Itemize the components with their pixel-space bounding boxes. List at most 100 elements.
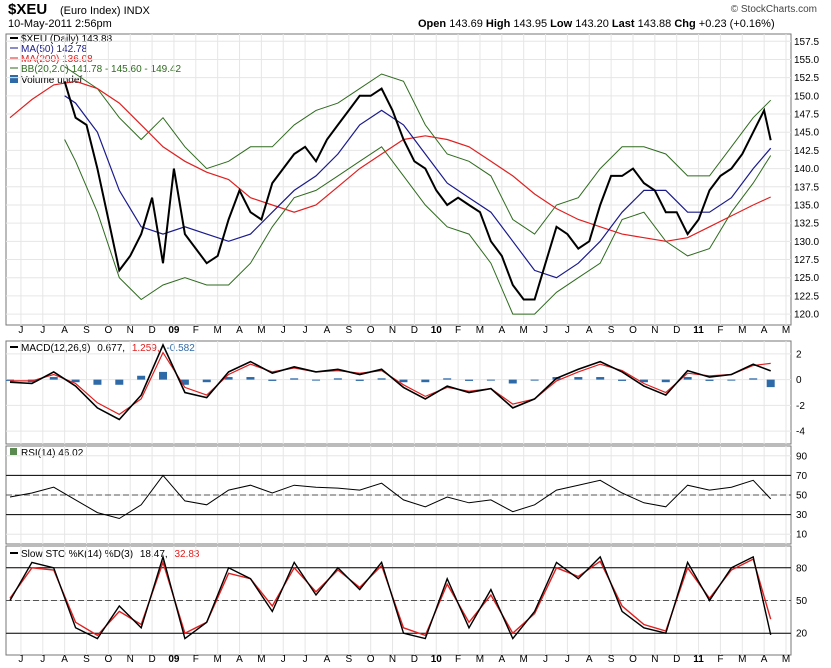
x-tick-label: M [257,325,265,336]
macd-histogram-bar [6,379,14,381]
macd-legend: MACD(12,26,9) 0.677, 1.259, -0.582 [10,343,195,354]
macd-histogram-bar [224,377,233,380]
macd-histogram-bar [71,379,80,383]
macd-histogram-bar [93,379,102,385]
svg-text:Slow STO %K(14) %D(3): Slow STO %K(14) %D(3) 18.47, 32.83 [21,549,200,560]
rsi-legend-text: RSI(14) 46.02 [21,448,84,459]
y-tick-label: 20 [796,629,808,640]
x-tick-label: A [236,325,243,336]
y-tick-label: 145.0 [794,128,819,139]
x-tick-label-bottom: O [629,654,637,665]
x-tick-label: J [40,325,45,336]
macd-histogram-bar [618,379,627,381]
symbol-title: $XEU [8,1,48,18]
x-tick-label: J [543,325,548,336]
macd-histogram-bar [766,379,775,388]
x-tick-label: N [389,325,396,336]
y-tick-label: 130.0 [794,237,819,248]
x-tick-label-bottom: 09 [168,654,180,665]
x-tick-label: 09 [168,325,180,336]
y-tick-label: 157.5 [794,37,819,48]
x-tick-label: F [455,325,461,336]
open-value: 143.69 [449,18,483,30]
x-tick-label-bottom: S [608,654,615,665]
y-tick-label: 2 [796,349,802,360]
price-panel [5,33,792,326]
x-tick-label-bottom: A [236,654,243,665]
macd-histogram-bar [137,375,146,380]
macd-histogram-bar [312,379,321,381]
y-tick-label: 155.0 [794,55,819,66]
x-tick-label: M [782,325,790,336]
x-tick-label: J [303,325,308,336]
high-value: 143.95 [513,18,548,30]
x-tick-label: A [761,325,768,336]
macd-histogram-bar [530,379,539,381]
legend-bb: BB(20,2.0) 141.78 - 145.60 - 149.42 [21,64,182,75]
y-tick-label: 125.0 [794,273,819,284]
x-tick-label-bottom: J [40,654,45,665]
y-tick-label: 135.0 [794,200,819,211]
x-tick-label-bottom: J [281,654,286,665]
y-tick-label: 80 [796,563,808,574]
x-tick-label-bottom: 11 [693,654,704,665]
x-tick-label-bottom: N [389,654,396,665]
y-tick-label: 120.0 [794,310,819,321]
macd-histogram-bar [465,379,474,381]
x-tick-label-bottom: O [104,654,112,665]
open-label: Open [418,18,447,30]
x-tick-label: 10 [431,325,443,336]
x-tick-label: 11 [693,325,704,336]
svg-text:MACD(12,26,9) 0.677,: MACD(12,26,9) 0.677, 1.259, -0.582 [21,343,195,354]
x-tick-label-bottom: D [673,654,680,665]
macd-histogram-bar [333,378,342,380]
x-tick-label-bottom: J [543,654,548,665]
y-tick-label: -2 [796,401,805,412]
rsi-line [9,474,772,520]
y-tick-label: 142.5 [794,146,819,157]
y-tick-label: 127.5 [794,255,819,266]
ma200-line [9,80,771,242]
bb-lower-line [64,139,772,315]
x-tick-label-bottom: S [345,654,352,665]
x-tick-label-bottom: F [455,654,461,665]
macd-histogram-bar [246,377,255,380]
x-tick-label: D [673,325,680,336]
legend-volume: Volume undef [21,75,82,86]
y-tick-label: 90 [796,451,808,462]
macd-histogram-bar [355,379,364,381]
macd-histogram-bar [705,379,714,381]
sto-legend-name: Slow STO %K(14) %D(3) [21,549,133,560]
x-tick-label-bottom: A [61,654,68,665]
macd-histogram-bar [377,378,386,380]
x-tick-label: M [520,325,528,336]
bb-upper-line [64,66,772,235]
symbol-description: (Euro Index) INDX [60,5,150,17]
x-tick-label: O [629,325,637,336]
x-tick-label: S [345,325,352,336]
macd-histogram-bar [749,378,758,380]
y-tick-label: 132.5 [794,219,819,230]
macd-histogram-bar [290,378,299,380]
x-tick-label-bottom: A [586,654,593,665]
x-tick-label: N [651,325,658,336]
x-tick-label: F [717,325,723,336]
x-tick-label-bottom: F [193,654,199,665]
x-tick-label: O [367,325,375,336]
x-tick-label: N [127,325,134,336]
x-tick-label: S [608,325,615,336]
y-tick-label: 50 [796,491,808,502]
macd-histogram-bar [421,379,430,383]
x-tick-label: J [281,325,286,336]
y-tick-label: 150.0 [794,91,819,102]
brand-watermark: © StockCharts.com [730,4,817,15]
low-value: 143.20 [575,18,609,30]
x-tick-label-bottom: N [651,654,658,665]
x-tick-label: A [61,325,68,336]
macd-histogram-bar [443,378,452,380]
low-label: Low [550,18,573,30]
x-tick-label-bottom: S [83,654,90,665]
timestamp: 10-May-2011 2:56pm [8,18,112,30]
sto-legend-k: 18.47, [140,549,168,560]
